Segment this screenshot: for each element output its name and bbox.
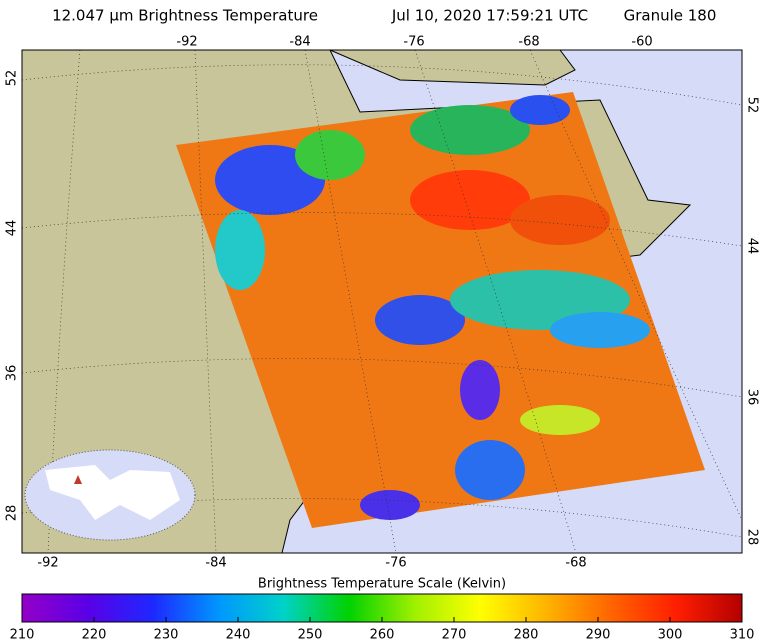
map xyxy=(22,50,742,553)
lat-label-right: 28 xyxy=(745,529,760,546)
lon-label-bottom: -68 xyxy=(565,556,586,571)
lon-label-bottom: -76 xyxy=(385,556,406,571)
title-granule: Granule 180 xyxy=(624,7,717,25)
colorbar-tick-label: 280 xyxy=(514,628,539,643)
land-north xyxy=(329,50,576,86)
colorbar-tick-label: 260 xyxy=(370,628,395,643)
lat-label-right: 44 xyxy=(745,238,760,255)
lon-label-top: -92 xyxy=(176,35,197,50)
cloud-features xyxy=(215,95,650,520)
lat-label-left: 52 xyxy=(5,70,20,87)
colorbar-tick-label: 210 xyxy=(10,628,35,643)
lon-label-top: -84 xyxy=(289,35,310,50)
lon-label-bottom: -92 xyxy=(37,556,58,571)
lat-label-left: 36 xyxy=(5,365,20,382)
lon-label-top: -76 xyxy=(403,35,424,50)
colorbar-tick-label: 310 xyxy=(730,628,755,643)
lat-label-left: 44 xyxy=(5,220,20,237)
lon-label-top: -60 xyxy=(631,35,652,50)
inset-globe xyxy=(24,449,196,541)
lat-label-right: 52 xyxy=(745,97,760,114)
lon-label-bottom: -84 xyxy=(205,556,226,571)
colorbar-tick-label: 220 xyxy=(82,628,107,643)
colorbar-tick-label: 240 xyxy=(226,628,251,643)
graticule xyxy=(22,50,742,553)
lat-label-right: 36 xyxy=(745,389,760,406)
lat-label-left: 28 xyxy=(5,505,20,522)
lon-label-top: -68 xyxy=(518,35,539,50)
colorbar-tick-label: 290 xyxy=(586,628,611,643)
colorbar-tick-label: 270 xyxy=(442,628,467,643)
title-product: 12.047 μm Brightness Temperature xyxy=(52,7,318,25)
colorbar-tick-label: 250 xyxy=(298,628,323,643)
colorbar-title: Brightness Temperature Scale (Kelvin) xyxy=(258,577,506,592)
title-time: Jul 10, 2020 17:59:21 UTC xyxy=(391,7,588,25)
map-frame xyxy=(21,49,743,554)
colorbar-tick-label: 300 xyxy=(658,628,683,643)
colorbar-tick-label: 230 xyxy=(154,628,179,643)
